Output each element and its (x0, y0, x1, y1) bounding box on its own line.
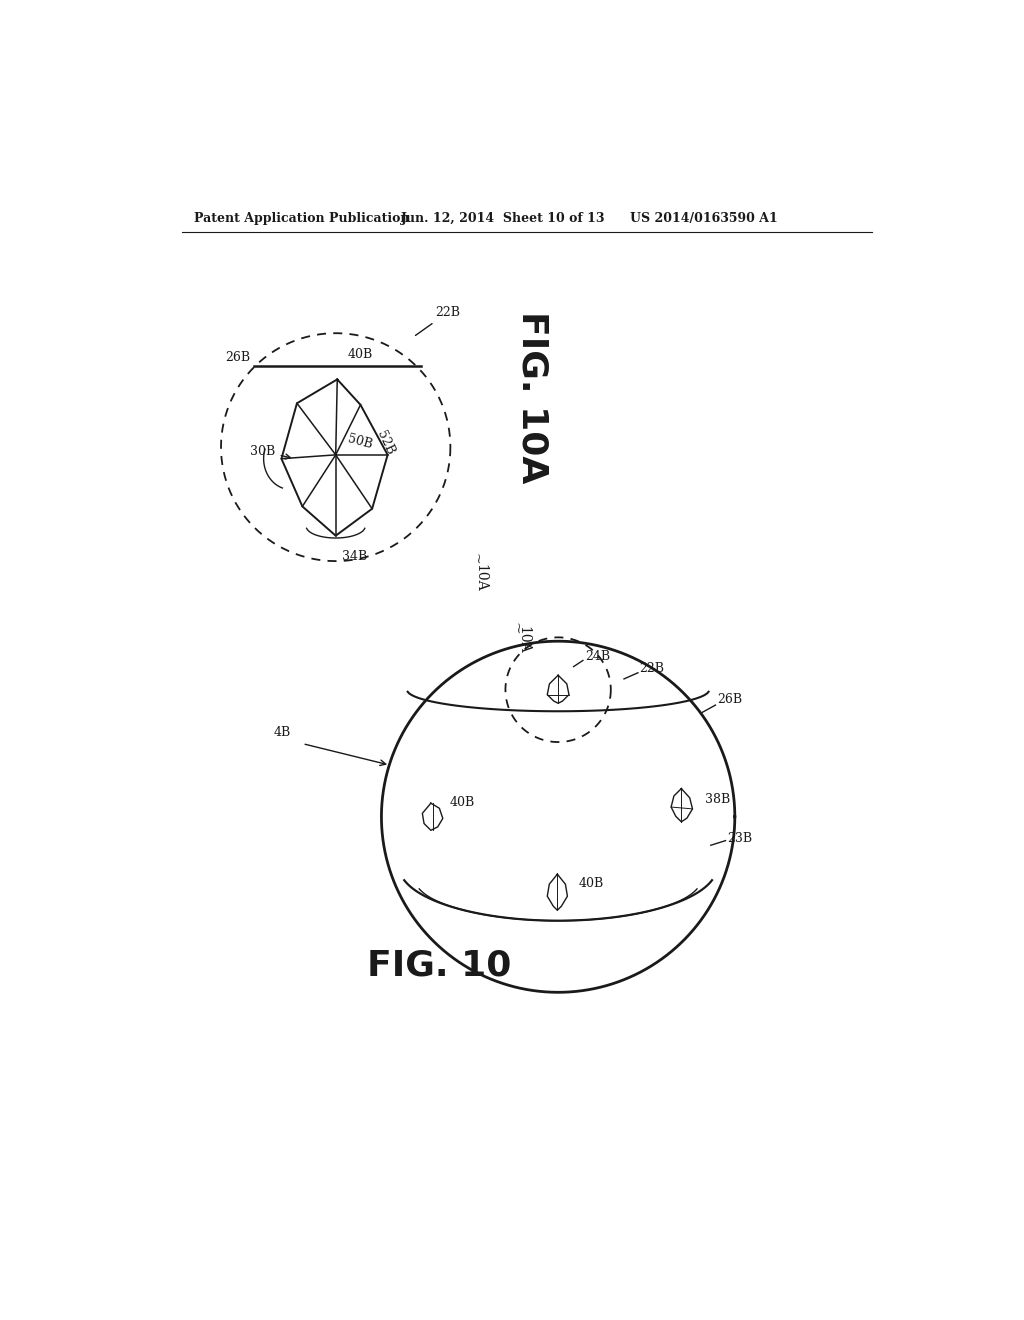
Text: 24B: 24B (586, 649, 610, 663)
Text: 52B: 52B (375, 429, 396, 457)
Text: FIG. 10: FIG. 10 (367, 948, 511, 982)
Text: 26B: 26B (717, 693, 742, 706)
Text: 10A: 10A (474, 564, 487, 591)
Text: ~: ~ (468, 553, 482, 565)
Text: FIG. 10A: FIG. 10A (515, 312, 550, 483)
Text: 10A: 10A (516, 626, 530, 653)
Text: 40B: 40B (579, 878, 604, 890)
Text: 22B: 22B (640, 663, 665, 676)
Text: 40B: 40B (450, 796, 475, 809)
Text: 34B: 34B (342, 549, 368, 562)
Text: US 2014/0163590 A1: US 2014/0163590 A1 (630, 213, 778, 224)
Text: Jun. 12, 2014  Sheet 10 of 13: Jun. 12, 2014 Sheet 10 of 13 (400, 213, 605, 224)
Text: 22B: 22B (416, 306, 460, 335)
Text: 26B: 26B (225, 351, 251, 363)
Text: Patent Application Publication: Patent Application Publication (194, 213, 410, 224)
Text: 40B: 40B (347, 348, 373, 362)
Text: 50B: 50B (346, 432, 374, 451)
Text: ~: ~ (509, 622, 522, 635)
Text: 30B: 30B (251, 445, 291, 459)
Text: 4B: 4B (273, 726, 291, 739)
Text: 23B: 23B (727, 832, 753, 845)
Text: 38B: 38B (706, 792, 731, 805)
